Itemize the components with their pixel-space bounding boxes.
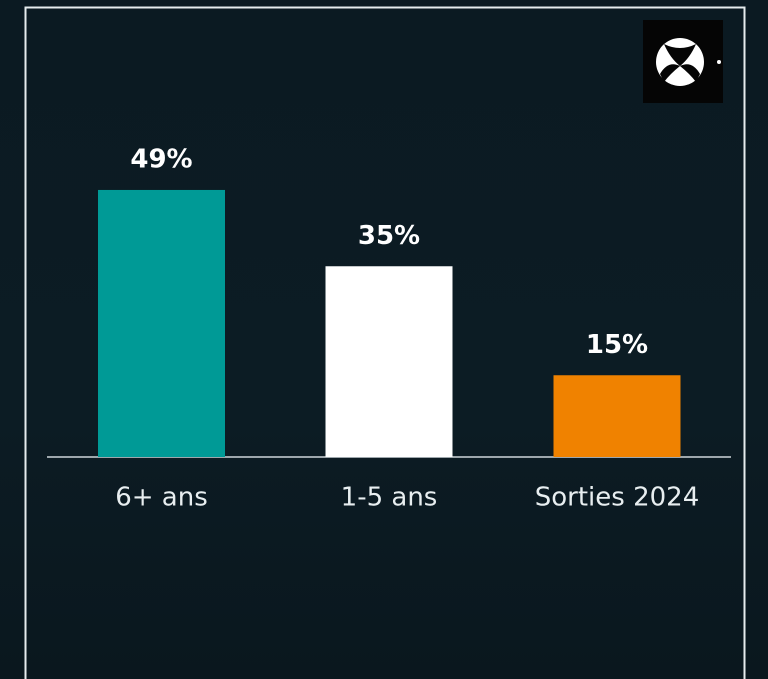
value-label: 35% <box>358 221 420 251</box>
xbox-logo <box>643 20 723 103</box>
value-label: 49% <box>130 144 192 174</box>
x-tick-label: Sorties 2024 <box>535 483 700 513</box>
x-tick-label: 6+ ans <box>115 483 208 513</box>
bar <box>553 375 681 457</box>
bar <box>325 266 453 457</box>
frame <box>24 6 746 679</box>
value-label: 15% <box>586 330 648 360</box>
bar <box>98 189 225 457</box>
x-tick-label: 1-5 ans <box>341 483 438 513</box>
